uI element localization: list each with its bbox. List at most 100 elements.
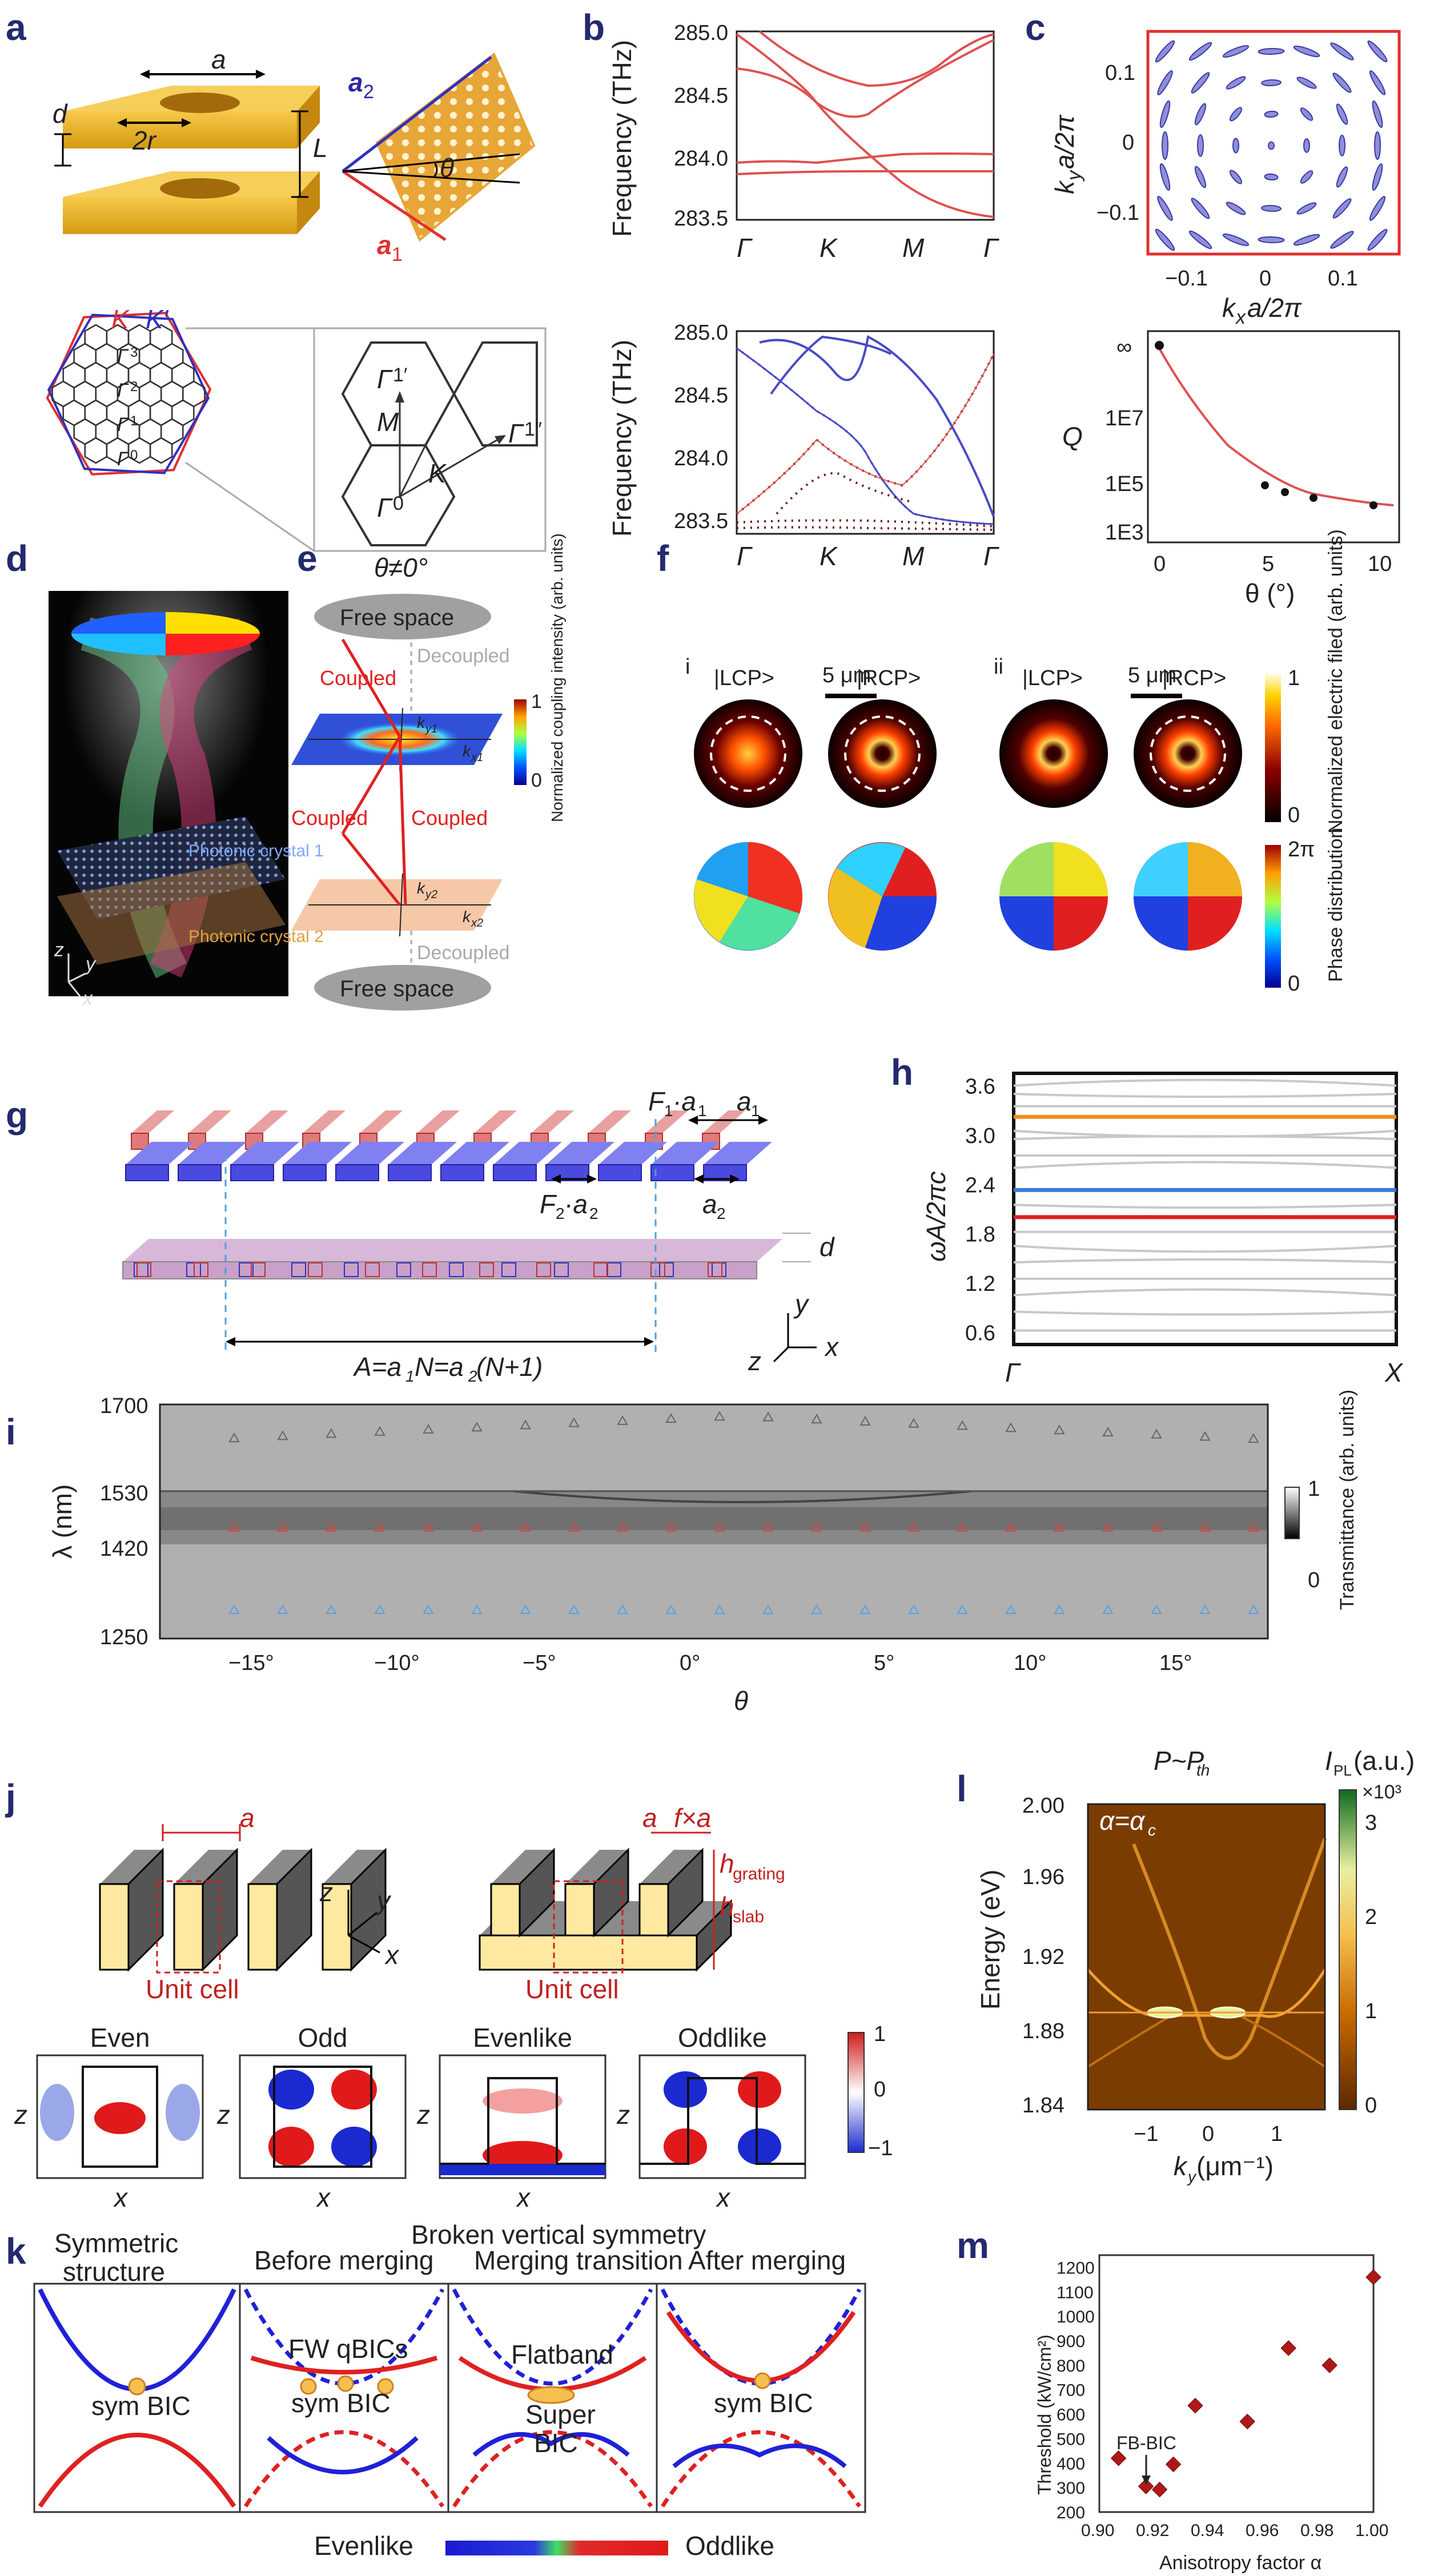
panel-k-labels: sym BIC FW qBICs sym BIC Flatband Super … bbox=[91, 2334, 813, 2458]
combined-red-cell bbox=[194, 1262, 208, 1277]
polarization-ellipse bbox=[1229, 107, 1243, 122]
mode-axis-x: x bbox=[716, 2183, 731, 2212]
svg-text:1′: 1′ bbox=[393, 364, 407, 386]
svg-text:5: 5 bbox=[1262, 552, 1274, 576]
grating-bar-face bbox=[131, 1133, 149, 1150]
svg-text:1.84: 1.84 bbox=[1022, 2094, 1065, 2118]
panel-m-ytick: 900 bbox=[1057, 2332, 1085, 2351]
panel-i-ylabel: λ (nm) bbox=[47, 1484, 77, 1559]
band-gray bbox=[1013, 1288, 1397, 1297]
panel-b-top-xticks: Γ K M Γ bbox=[737, 233, 999, 263]
unit-outline bbox=[273, 2066, 372, 2168]
polarization-ellipse bbox=[1372, 163, 1383, 191]
panel-k-oddlike: Oddlike bbox=[685, 2531, 774, 2561]
panel-label-j: j bbox=[5, 1777, 16, 1818]
polarization-ellipse bbox=[1261, 204, 1282, 212]
panel-c-q-xlabel: θ (°) bbox=[1245, 578, 1295, 608]
svg-text:Γ: Γ bbox=[737, 233, 753, 263]
grating-bar-blue-top bbox=[178, 1142, 247, 1165]
mode-title: Odd bbox=[298, 2023, 348, 2052]
svg-text:sym BIC: sym BIC bbox=[91, 2391, 191, 2421]
svg-text:284.0: 284.0 bbox=[674, 446, 728, 470]
polarization-ellipse bbox=[1293, 45, 1320, 58]
band-gray bbox=[1013, 1204, 1397, 1209]
label-a1-sub: 1 bbox=[392, 244, 403, 265]
marker-red bbox=[1151, 1522, 1162, 1532]
panel-m-xtick: 0.94 bbox=[1191, 2521, 1224, 2540]
svg-text:0: 0 bbox=[1202, 2122, 1214, 2146]
svg-text:1: 1 bbox=[664, 1102, 673, 1120]
svg-text:1.92: 1.92 bbox=[1022, 1945, 1065, 1969]
field-lobe bbox=[664, 2128, 707, 2165]
svg-text:2: 2 bbox=[130, 379, 138, 395]
svg-text:|LCP>: |LCP> bbox=[1022, 666, 1083, 690]
marker-blue bbox=[859, 1604, 871, 1614]
field-lobe bbox=[166, 2084, 200, 2141]
panel-j-right-grating bbox=[479, 1832, 732, 1974]
panel-c-top-frame bbox=[1146, 30, 1401, 256]
grating-bar-top bbox=[131, 1110, 174, 1133]
polarization-ellipse bbox=[1162, 131, 1168, 160]
marker-blue bbox=[374, 1604, 385, 1614]
panel-h-ytick: 0.6 bbox=[965, 1321, 995, 1345]
band-gray bbox=[1013, 1310, 1397, 1316]
svg-text:y: y bbox=[375, 1886, 392, 1915]
svg-text:·a: ·a bbox=[564, 1189, 588, 1219]
svg-text:0.1: 0.1 bbox=[1328, 267, 1358, 291]
svg-text:285.0: 285.0 bbox=[674, 321, 728, 345]
svg-text:Flatband: Flatband bbox=[511, 2340, 613, 2369]
svg-text:0: 0 bbox=[531, 770, 542, 791]
panel-m-xtick: 0.92 bbox=[1136, 2521, 1169, 2540]
svg-text:x2: x2 bbox=[471, 917, 483, 929]
panel-l-map bbox=[1087, 1803, 1327, 2111]
band-gray bbox=[1013, 1245, 1397, 1253]
panel-c-q-plot bbox=[1147, 330, 1400, 544]
marker-red bbox=[1054, 1522, 1065, 1532]
marker-gray bbox=[1054, 1424, 1065, 1435]
svg-text:284.5: 284.5 bbox=[674, 384, 728, 408]
svg-text:structure: structure bbox=[63, 2257, 165, 2287]
svg-text:y: y bbox=[793, 1289, 810, 1319]
grating-bar-blue-top bbox=[231, 1142, 299, 1165]
marker-red bbox=[957, 1522, 968, 1532]
svg-text:−1: −1 bbox=[1134, 2122, 1158, 2146]
svg-text:A=a: A=a bbox=[352, 1352, 401, 1382]
grating-bar-blue-face bbox=[178, 1164, 222, 1181]
panel-j-colorbar bbox=[847, 2032, 865, 2153]
panel-h-ytick: 3.6 bbox=[965, 1075, 995, 1099]
marker-blue bbox=[568, 1604, 580, 1614]
svg-text:y: y bbox=[85, 953, 97, 975]
polarization-ellipse bbox=[1339, 135, 1345, 156]
panel-j-labels: a Unit cell a f×a h grating h slab Unit … bbox=[146, 1803, 785, 2004]
panel-m-xtick: 0.96 bbox=[1246, 2521, 1279, 2540]
marker-blue bbox=[1102, 1604, 1114, 1614]
data-point bbox=[1365, 2269, 1381, 2285]
svg-text:Γ: Γ bbox=[983, 541, 999, 571]
data-point bbox=[1280, 2340, 1296, 2356]
svg-text:5°: 5° bbox=[874, 1651, 894, 1675]
polarization-ellipse bbox=[1157, 70, 1173, 95]
mode-axis-z: z bbox=[616, 2100, 630, 2130]
panel-b-ylabel-top: Frequency (THz) bbox=[607, 40, 637, 237]
panel-m-xtick: 1.00 bbox=[1355, 2521, 1388, 2540]
polarization-ellipse bbox=[1226, 76, 1246, 90]
svg-text:1: 1 bbox=[130, 413, 138, 429]
label-theta: θ bbox=[440, 153, 454, 183]
field-lobe bbox=[331, 2127, 377, 2167]
panel-m-ytick: 500 bbox=[1057, 2430, 1085, 2449]
panel-i-map bbox=[159, 1403, 1269, 1640]
grating-bar-top bbox=[303, 1110, 346, 1133]
marker-red bbox=[1248, 1522, 1259, 1532]
svg-text:·a: ·a bbox=[673, 1086, 696, 1116]
data-point bbox=[1239, 2413, 1255, 2430]
polarization-ellipse bbox=[1258, 47, 1285, 55]
marker-blue bbox=[665, 1604, 677, 1614]
panel-a-twisted-lattice bbox=[342, 52, 536, 242]
svg-text:Before merging: Before merging bbox=[254, 2245, 434, 2275]
svg-text:Normalized coupling intensity: Normalized coupling intensity (arb. unit… bbox=[548, 533, 566, 822]
data-point bbox=[1165, 2456, 1182, 2473]
panel-m-xlabel: Anisotropy factor α bbox=[1159, 2552, 1321, 2574]
svg-text:a: a bbox=[240, 1803, 255, 1833]
panel-f-phase-disks bbox=[694, 842, 1242, 951]
polarization-ellipse bbox=[1194, 103, 1207, 126]
